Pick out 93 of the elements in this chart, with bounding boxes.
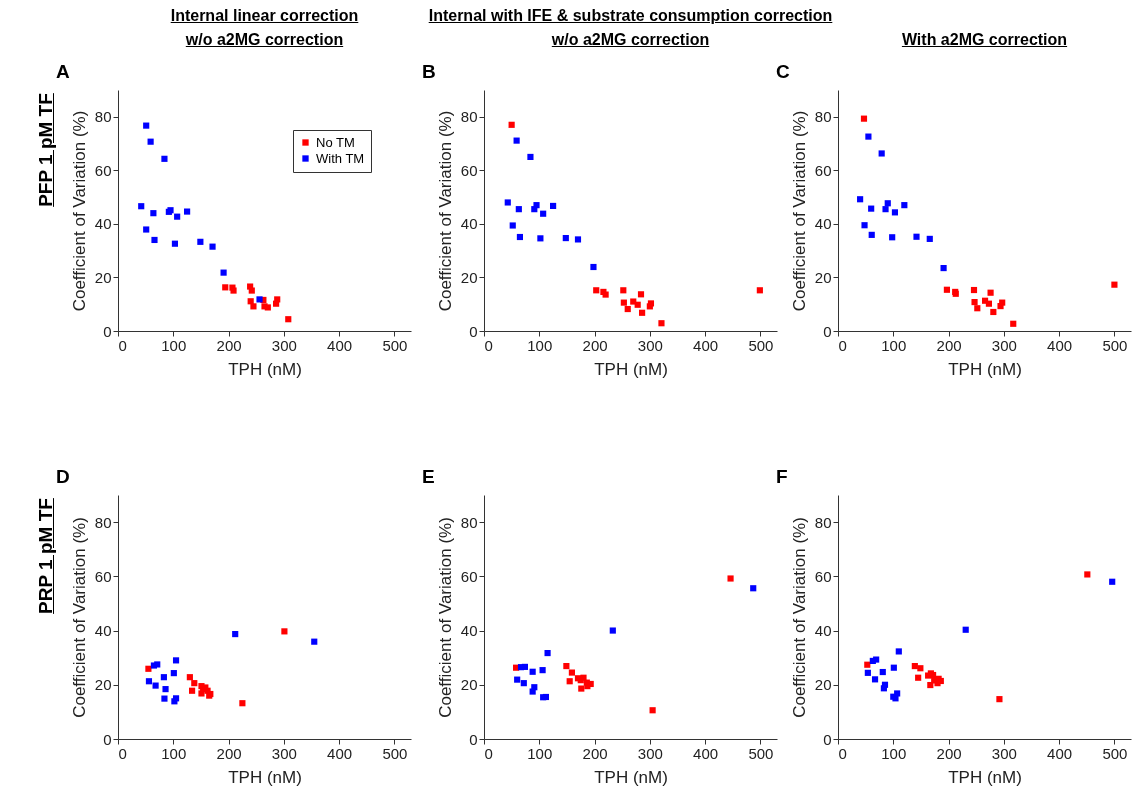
y-tick-label: 80: [94, 108, 112, 126]
y-tick-label: 40: [814, 622, 832, 640]
text: With a2MG correction: [901, 30, 1068, 50]
y-tick-label: 80: [814, 108, 832, 126]
x-tick-label: 400: [1047, 744, 1073, 762]
text: Internal linear correction: [170, 6, 359, 26]
x-tick-label: 500: [1102, 744, 1128, 762]
x-tick-label: 100: [527, 336, 553, 354]
x-tick-label: 200: [216, 744, 242, 762]
x-tick-label: 500: [748, 336, 774, 354]
legend-label: No TM: [316, 134, 355, 150]
y-tick-label: 40: [94, 622, 112, 640]
y-tick-label: 20: [814, 268, 832, 286]
legend-label: With TM: [316, 150, 365, 166]
text: PFP 1 pM TF: [35, 93, 57, 208]
x-axis-title: TPH (nM): [594, 767, 668, 787]
x-tick-label: 300: [991, 336, 1017, 354]
y-tick-label: 60: [814, 567, 832, 585]
y-tick-label: 80: [460, 108, 478, 126]
chart-title: D: [56, 466, 70, 487]
y-tick-label: 0: [823, 322, 832, 340]
y-tick-label: 80: [460, 513, 478, 531]
x-tick-label: 500: [1102, 336, 1128, 354]
x-tick-label: 300: [991, 744, 1017, 762]
x-tick-label: 0: [838, 744, 847, 762]
y-tick-label: 20: [94, 268, 112, 286]
x-tick-label: 400: [693, 744, 719, 762]
y-tick-label: 40: [814, 215, 832, 233]
y-tick-label: 60: [460, 161, 478, 179]
y-axis-title: Coefficient of Variation (%): [435, 517, 455, 718]
x-tick-label: 0: [118, 744, 127, 762]
x-axis-title: TPH (nM): [594, 359, 668, 379]
x-axis-title: TPH (nM): [948, 359, 1022, 379]
y-axis-title: Coefficient of Variation (%): [69, 110, 89, 312]
x-axis-title: TPH (nM): [228, 359, 302, 379]
y-tick-label: 40: [460, 622, 478, 640]
text: w/o a2MG correction: [550, 30, 711, 50]
text: w/o a2MG correction: [184, 30, 345, 50]
x-tick-label: 500: [748, 744, 774, 762]
x-tick-label: 500: [382, 744, 408, 762]
y-tick-label: 80: [94, 513, 112, 531]
x-axis-title: TPH (nM): [228, 767, 302, 787]
y-tick-label: 20: [460, 676, 478, 694]
x-tick-label: 300: [637, 336, 663, 354]
x-tick-label: 300: [637, 744, 663, 762]
text: PRP 1 pM TF: [35, 498, 57, 614]
chart-title: C: [776, 61, 790, 82]
y-tick-label: 0: [103, 730, 112, 748]
chart-title: E: [422, 466, 435, 487]
x-tick-label: 0: [118, 336, 127, 354]
y-tick-label: 0: [469, 322, 478, 340]
y-axis-title: Coefficient of Variation (%): [435, 110, 455, 312]
x-tick-label: 100: [161, 336, 187, 354]
x-tick-label: 400: [327, 744, 353, 762]
y-tick-label: 40: [460, 215, 478, 233]
y-tick-label: 80: [814, 513, 832, 531]
y-tick-label: 40: [94, 215, 112, 233]
y-tick-label: 20: [460, 268, 478, 286]
y-tick-label: 20: [94, 676, 112, 694]
y-axis-title: Coefficient of Variation (%): [789, 110, 809, 312]
x-tick-label: 300: [271, 744, 297, 762]
x-tick-label: 200: [582, 744, 608, 762]
y-tick-label: 60: [460, 567, 478, 585]
x-tick-label: 400: [1047, 336, 1073, 354]
x-tick-label: 0: [484, 744, 493, 762]
x-tick-label: 200: [216, 336, 242, 354]
y-tick-label: 60: [814, 161, 832, 179]
x-tick-label: 400: [327, 336, 353, 354]
y-tick-label: 0: [103, 322, 112, 340]
chart-title: A: [56, 61, 70, 82]
x-tick-label: 100: [527, 744, 553, 762]
x-tick-label: 300: [271, 336, 297, 354]
y-axis-title: Coefficient of Variation (%): [69, 517, 89, 718]
x-tick-label: 0: [484, 336, 493, 354]
x-tick-label: 0: [838, 336, 847, 354]
x-tick-label: 200: [582, 336, 608, 354]
y-tick-label: 0: [823, 730, 832, 748]
y-tick-label: 60: [94, 567, 112, 585]
x-axis-title: TPH (nM): [948, 767, 1022, 787]
x-tick-label: 100: [161, 744, 187, 762]
x-tick-label: 200: [936, 744, 962, 762]
chart-title: B: [422, 61, 436, 82]
y-tick-label: 60: [94, 161, 112, 179]
y-tick-label: 0: [469, 730, 478, 748]
chart-title: F: [776, 466, 788, 487]
x-tick-label: 400: [693, 336, 719, 354]
x-tick-label: 100: [881, 336, 907, 354]
text: Internal with IFE & substrate consumption correction: [428, 6, 833, 26]
x-tick-label: 500: [382, 336, 408, 354]
y-axis-title: Coefficient of Variation (%): [789, 517, 809, 718]
x-tick-label: 200: [936, 336, 962, 354]
x-tick-label: 100: [881, 744, 907, 762]
y-tick-label: 20: [814, 676, 832, 694]
